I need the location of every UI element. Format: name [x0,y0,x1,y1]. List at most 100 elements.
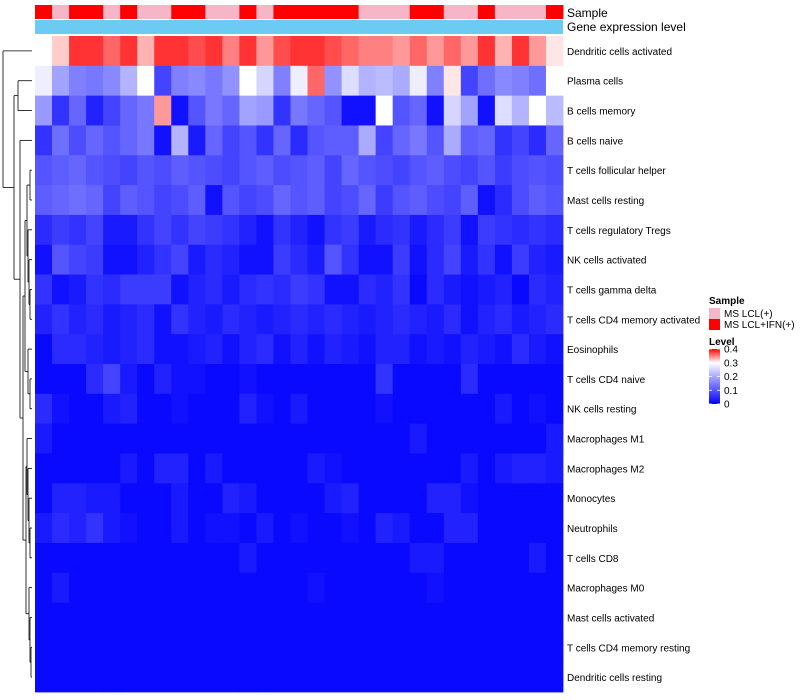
heatmap-cell [511,125,530,156]
heatmap-cell [256,662,274,693]
heatmap-cell [256,125,274,156]
heatmap-cell [494,364,513,395]
heatmap-cell [392,185,411,216]
heatmap-cell [188,423,206,454]
heatmap-cell [35,125,53,156]
heatmap-cell [52,483,70,514]
heatmap-cell [426,513,445,544]
heatmap-cell [494,304,513,335]
heatmap-cell [52,125,70,156]
heatmap-cell [409,423,428,454]
heatmap-cell [188,513,206,544]
heatmap-cell [205,185,223,216]
heatmap-cell [324,423,342,454]
heatmap-cell [171,393,189,425]
heatmap-cell [409,662,428,693]
heatmap-cell [511,304,530,335]
heatmap-cell [120,364,138,395]
heatmap-cell [154,334,172,365]
heatmap-cell [171,483,189,514]
heatmap-cell [494,244,513,275]
heatmap-cell [358,453,377,484]
heatmap-cell [239,125,257,156]
heatmap-cell [86,662,104,693]
heatmap-cell [341,423,360,454]
sample-cell [494,5,513,19]
heatmap-cell [290,662,308,693]
heatmap-cell [171,334,189,365]
heatmap-cell [375,602,394,633]
heatmap-cell [222,304,240,335]
heatmap-cell [426,393,445,425]
heatmap-cell [528,155,547,186]
heatmap-cell [392,483,411,514]
heatmap-cell [205,542,223,574]
heatmap-cell [35,513,53,544]
heatmap-cell [528,453,547,484]
heatmap-cell [290,542,308,574]
heatmap-cell [528,572,547,603]
heatmap-cell [307,214,325,246]
heatmap-cell [69,542,87,574]
heatmap-cell [188,244,206,275]
heatmap-cell [103,393,121,425]
heatmap-cell [392,423,411,454]
heatmap-cell [392,453,411,484]
heatmap-cell [358,393,377,425]
heatmap-cell [188,304,206,335]
heatmap-cell [103,662,121,693]
heatmap-cell [545,632,564,663]
heatmap-cell [375,364,394,395]
heatmap-cell [477,244,496,275]
heatmap-cell [86,155,104,186]
heatmap-cell [324,572,342,603]
row-label: Mast cells resting [567,196,644,207]
row-label: NK cells resting [567,405,636,416]
heatmap-cell [307,662,325,693]
heatmap-cell [103,632,121,663]
heatmap-cell [324,542,342,574]
heatmap-cell [511,513,530,544]
heatmap-cell [171,662,189,693]
heatmap-cell [460,304,479,335]
heatmap-cell [494,274,513,305]
heatmap-cell [103,483,121,514]
heatmap-cell [477,513,496,544]
heatmap-cell [86,483,104,514]
heatmap-cell [545,364,564,395]
heatmap-cell [375,483,394,514]
heatmap-cell [426,632,445,663]
heatmap-cell [545,244,564,275]
heatmap-cell [341,602,360,633]
heatmap-cell [171,214,189,246]
heatmap-cell [120,393,138,425]
heatmap-cell [460,632,479,663]
heatmap-cell [375,125,394,156]
heatmap-cell [392,274,411,305]
heatmap-cell [494,513,513,544]
row-label: Neutrophils [567,524,618,535]
heatmap-cell [273,423,291,454]
heatmap-cell [120,125,138,156]
heatmap-cell [171,65,189,97]
heatmap-cell [120,483,138,514]
heatmap-cell [358,274,377,305]
heatmap-cell [307,513,325,544]
heatmap-cell [426,36,445,67]
heatmap-cell [409,542,428,574]
heatmap-cell [443,423,462,454]
heatmap-cell [239,364,257,395]
heatmap-cell [188,542,206,574]
heatmap-cell [222,572,240,603]
heatmap-cell [443,65,462,97]
heatmap-cell [426,602,445,633]
heatmap-cell [188,65,206,97]
heatmap-cell [494,393,513,425]
heatmap-cell [511,364,530,395]
heatmap-cell [460,572,479,603]
heatmap-cell [341,274,360,305]
heatmap-cell [35,36,53,67]
sample-cell [103,5,121,19]
heatmap-cell [239,602,257,633]
heatmap-cell [409,483,428,514]
